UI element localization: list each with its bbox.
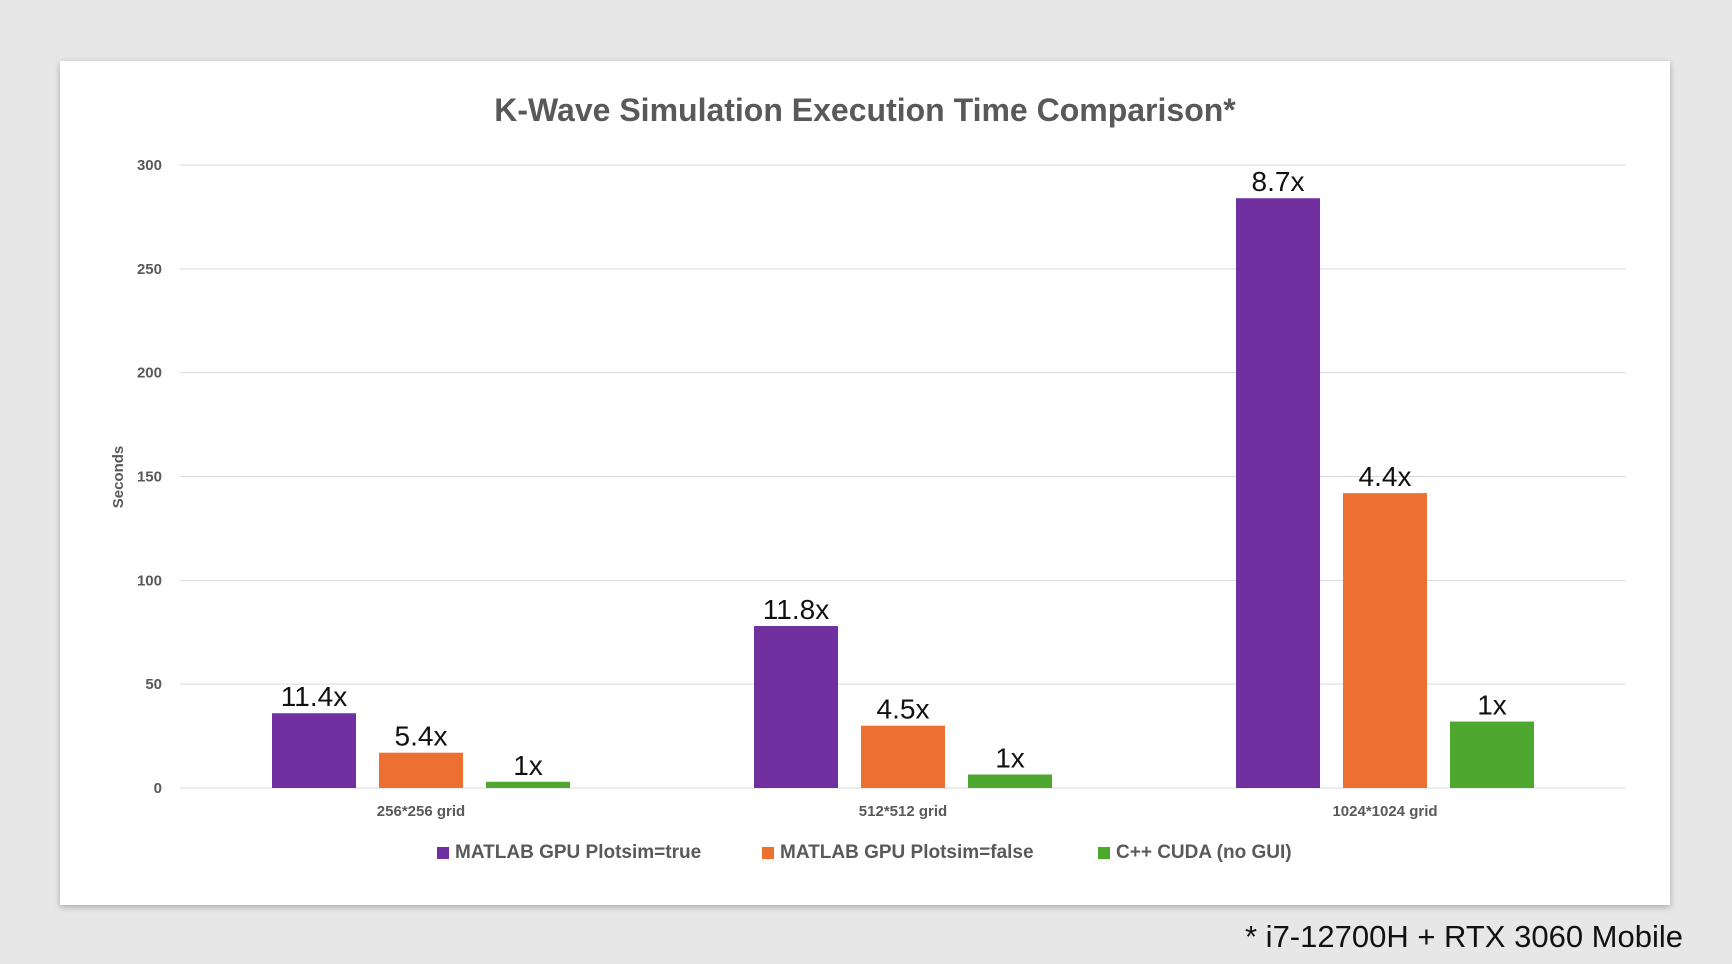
legend-label: C++ CUDA (no GUI) [1116,842,1292,863]
x-axis-categories: 256*256 grid 512*512 grid 1024*1024 grid [377,803,1438,820]
bar-series1-cat1 [861,725,945,788]
y-tick-label: 100 [137,572,162,589]
hardware-footnote: * i7-12700H + RTX 3060 Mobile [1245,919,1683,954]
gridlines [180,164,1626,789]
data-label-series2-cat0: 1x [513,750,543,781]
bar-series0-cat1 [754,626,838,788]
data-labels: 11.4x 5.4x 1x 11.8x 4.5x 1x 8.7x 4.4x 1x [281,166,1507,781]
bar-series0-cat2 [1236,198,1320,788]
data-label-series2-cat2: 1x [1477,690,1507,721]
y-tick-label: 50 [145,676,162,693]
data-label-series1-cat1: 4.5x [877,694,930,725]
bars [272,198,1534,788]
legend-label: MATLAB GPU Plotsim=false [780,842,1034,863]
chart-card: K-Wave Simulation Execution Time Compari… [60,61,1670,905]
chart-title: K-Wave Simulation Execution Time Compari… [494,92,1236,128]
legend-swatch [762,847,774,859]
bar-series0-cat0 [272,713,356,788]
bar-series1-cat0 [379,752,463,788]
y-tick-label: 250 [137,261,162,278]
legend-item-0: MATLAB GPU Plotsim=true [437,842,701,863]
y-tick-label: 0 [154,780,162,797]
data-label-series1-cat0: 5.4x [395,721,448,752]
legend-item-1: MATLAB GPU Plotsim=false [762,842,1034,863]
legend-swatch [437,847,449,859]
legend-label: MATLAB GPU Plotsim=true [455,842,701,863]
legend-swatch [1098,847,1110,859]
y-tick-label: 150 [137,469,162,486]
y-axis-ticks: 0 50 100 150 200 250 300 [137,157,162,797]
y-tick-label: 200 [137,365,162,382]
x-category-label: 512*512 grid [859,803,947,820]
legend: MATLAB GPU Plotsim=true MATLAB GPU Plotsi… [437,842,1292,863]
y-axis-label: Seconds [110,446,127,509]
y-tick-label: 300 [137,157,162,174]
data-label-series0-cat2: 8.7x [1252,166,1305,197]
bar-chart: K-Wave Simulation Execution Time Compari… [110,92,1626,863]
x-category-label: 256*256 grid [377,803,465,820]
bar-series2-cat1 [968,774,1052,788]
data-label-series0-cat0: 11.4x [281,681,347,712]
bar-series2-cat2 [1450,721,1534,788]
bar-series1-cat2 [1343,493,1427,788]
bar-series2-cat0 [486,781,570,788]
data-label-series0-cat1: 11.8x [763,594,829,625]
legend-item-2: C++ CUDA (no GUI) [1098,842,1292,863]
data-label-series1-cat2: 4.4x [1359,461,1412,492]
data-label-series2-cat1: 1x [995,743,1025,774]
x-category-label: 1024*1024 grid [1332,803,1437,820]
